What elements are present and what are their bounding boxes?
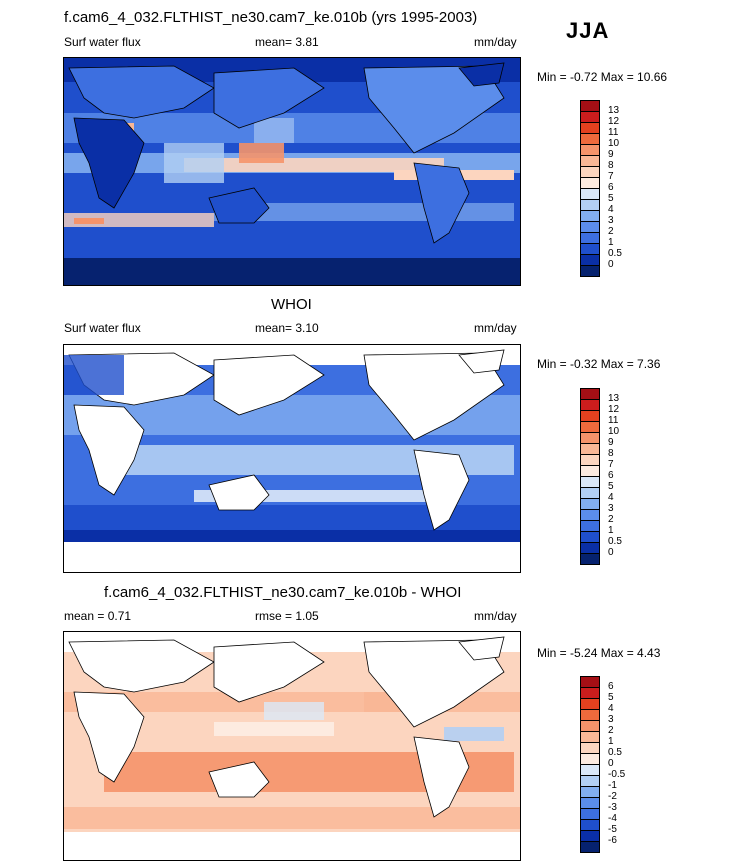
panel2-mean: mean= 3.10 <box>255 321 319 335</box>
model-precip-map <box>63 57 521 286</box>
colorbar-tick-label: 4 <box>608 703 614 714</box>
colorbar-tick-label: 2 <box>608 725 614 736</box>
colorbar-tick-label: -6 <box>608 835 617 846</box>
colorbar-tick-label: 7 <box>608 171 614 182</box>
colorbar-tick-label: -3 <box>608 802 617 813</box>
colorbar-tick-label: 12 <box>608 116 620 127</box>
colorbar-swatch <box>580 553 600 565</box>
colorbar-tick-label: 9 <box>608 149 614 160</box>
colorbar-tick-label: 0 <box>608 259 614 270</box>
colorbar-tick-label: 1 <box>608 237 614 248</box>
colorbar-tick-label: 7 <box>608 459 614 470</box>
colorbar-tick-label: 13 <box>608 393 620 404</box>
colorbar-tick-label: 11 <box>608 127 619 138</box>
panel2-title: WHOI <box>271 296 312 313</box>
colorbar-tick-label: -2 <box>608 791 617 802</box>
colorbar-tick-label: 2 <box>608 226 614 237</box>
panel1-units: mm/day <box>474 35 517 49</box>
colorbar-tick-label: 13 <box>608 105 620 116</box>
difference-precip-map <box>63 631 521 861</box>
colorbar-tick-label: -4 <box>608 813 617 824</box>
colorbar-difference: 6 5 4 3 2 1 0.5 0 -0.5 -1 -2 -3 -4 -5 -6 <box>580 676 650 856</box>
panel1-minmax: Min = -0.72 Max = 10.66 <box>537 70 668 84</box>
colorbar-absolute-2: 13 12 11 10 9 8 7 6 5 4 3 2 1 0.5 0 <box>580 388 650 578</box>
colorbar-tick-label: 0.5 <box>608 248 622 259</box>
colorbar-tick-label: 8 <box>608 160 614 171</box>
colorbar-tick-label: 0.5 <box>608 536 622 547</box>
colorbar-tick-label: 6 <box>608 182 614 193</box>
colorbar-tick-label: 4 <box>608 492 614 503</box>
panel3-minmax: Min = -5.24 Max = 4.43 <box>537 646 661 660</box>
colorbar-swatch <box>580 841 600 853</box>
season-label: JJA <box>566 18 610 43</box>
colorbar-tick-label: 0 <box>608 758 614 769</box>
colorbar-tick-label: 3 <box>608 215 614 226</box>
panel1-mean: mean= 3.81 <box>255 35 319 49</box>
colorbar-tick-label: -1 <box>608 780 617 791</box>
colorbar-tick-label: 5 <box>608 481 614 492</box>
colorbar-tick-label: 6 <box>608 470 614 481</box>
colorbar-tick-label: 10 <box>608 138 620 149</box>
colorbar-tick-label: 5 <box>608 692 614 703</box>
whoi-precip-map <box>63 344 521 573</box>
panel3-mean: mean = 0.71 <box>64 609 132 623</box>
colorbar-tick-label: 0.5 <box>608 747 622 758</box>
colorbar-tick-label: 5 <box>608 193 614 204</box>
panel3-rmse: rmse = 1.05 <box>255 609 319 623</box>
colorbar-tick-label: 6 <box>608 681 614 692</box>
colorbar-tick-label: 12 <box>608 404 620 415</box>
panel2-units: mm/day <box>474 321 517 335</box>
panel2-minmax: Min = -0.32 Max = 7.36 <box>537 357 661 371</box>
panel3-title: f.cam6_4_032.FLTHIST_ne30.cam7_ke.010b -… <box>104 584 462 601</box>
colorbar-tick-label: 3 <box>608 503 614 514</box>
colorbar-tick-label: 10 <box>608 426 620 437</box>
colorbar-tick-label: 1 <box>608 736 614 747</box>
colorbar-tick-label: 1 <box>608 525 614 536</box>
colorbar-absolute-1: 13 12 11 10 9 8 7 6 5 4 3 2 1 0.5 0 <box>580 100 650 290</box>
colorbar-tick-label: 11 <box>608 415 619 426</box>
colorbar-tick-label: 3 <box>608 714 614 725</box>
panel3-units: mm/day <box>474 609 517 623</box>
colorbar-tick-label: 0 <box>608 547 614 558</box>
panel1-title: f.cam6_4_032.FLTHIST_ne30.cam7_ke.010b (… <box>64 9 478 26</box>
colorbar-tick-label: 4 <box>608 204 614 215</box>
colorbar-swatch <box>580 265 600 277</box>
panel2-left-label: Surf water flux <box>64 321 141 335</box>
colorbar-tick-label: -0.5 <box>608 769 626 780</box>
colorbar-tick-label: 9 <box>608 437 614 448</box>
colorbar-tick-label: -5 <box>608 824 617 835</box>
colorbar-tick-label: 2 <box>608 514 614 525</box>
panel1-left-label: Surf water flux <box>64 35 141 49</box>
colorbar-tick-label: 8 <box>608 448 614 459</box>
